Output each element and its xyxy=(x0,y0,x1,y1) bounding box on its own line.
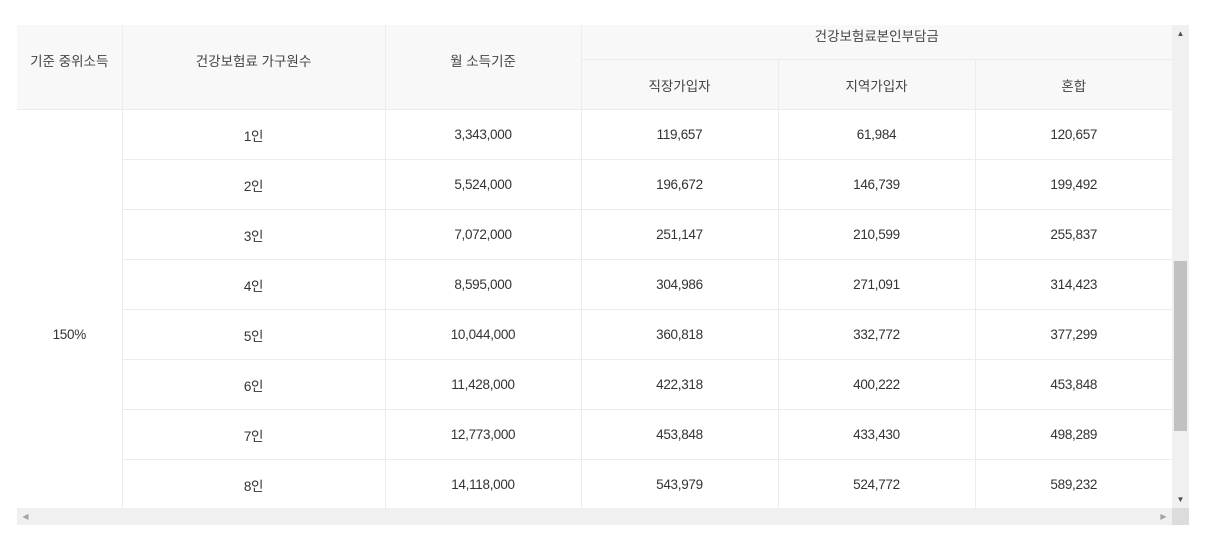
employee-premium-cell: 360,818 xyxy=(580,309,779,360)
income-cell: 3,343,000 xyxy=(384,109,582,160)
household-cell: 2인 xyxy=(122,159,386,210)
scroll-right-icon[interactable]: ▶ xyxy=(1160,512,1167,521)
employee-premium-cell: 422,318 xyxy=(580,359,779,410)
vertical-scroll-thumb[interactable] xyxy=(1174,261,1187,431)
employee-premium-cell: 251,147 xyxy=(580,209,779,260)
scroll-left-icon[interactable]: ◀ xyxy=(22,512,29,521)
income-cell: 12,773,000 xyxy=(384,409,582,460)
employee-premium-cell: 304,986 xyxy=(580,259,779,310)
table-row: 2인 5,524,000 196,672 146,739 199,492 xyxy=(17,159,1172,210)
mixed-premium-cell: 453,848 xyxy=(974,359,1172,410)
regional-premium-cell: 146,739 xyxy=(777,159,976,210)
header-premium-group: 건강보험료본인부담금 xyxy=(580,25,1172,60)
mixed-premium-cell: 199,492 xyxy=(974,159,1172,210)
household-cell: 7인 xyxy=(122,409,386,460)
median-income-group-cell: 150% xyxy=(17,109,123,508)
employee-premium-cell: 119,657 xyxy=(580,109,779,160)
table-row: 6인 11,428,000 422,318 400,222 453,848 xyxy=(17,359,1172,410)
mixed-premium-cell: 255,837 xyxy=(974,209,1172,260)
scrollbar-corner xyxy=(1172,508,1189,525)
income-cell: 14,118,000 xyxy=(384,459,582,508)
table-row: 4인 8,595,000 304,986 271,091 314,423 xyxy=(17,259,1172,310)
regional-premium-cell: 332,772 xyxy=(777,309,976,360)
regional-premium-cell: 210,599 xyxy=(777,209,976,260)
regional-premium-cell: 271,091 xyxy=(777,259,976,310)
regional-premium-cell: 433,430 xyxy=(777,409,976,460)
regional-premium-cell: 400,222 xyxy=(777,359,976,410)
table-body: 150% 1인 3,343,000 119,657 61,984 120,657 2인 5,5… xyxy=(17,109,1172,508)
employee-premium-cell: 196,672 xyxy=(580,159,779,210)
household-cell: 3인 xyxy=(122,209,386,260)
mixed-premium-cell: 314,423 xyxy=(974,259,1172,310)
employee-premium-cell: 453,848 xyxy=(580,409,779,460)
household-cell: 6인 xyxy=(122,359,386,410)
header-monthly-income: 월 소득기준 xyxy=(384,25,582,110)
scroll-up-icon[interactable]: ▲ xyxy=(1176,29,1185,38)
header-median-income: 기준 중위소득 xyxy=(17,25,123,110)
table-row: 7인 12,773,000 453,848 433,430 498,289 xyxy=(17,409,1172,460)
header-regional: 지역가입자 xyxy=(777,59,976,110)
income-cell: 8,595,000 xyxy=(384,259,582,310)
mixed-premium-cell: 498,289 xyxy=(974,409,1172,460)
header-mixed: 혼합 xyxy=(974,59,1172,110)
horizontal-scrollbar[interactable]: ◀ ▶ xyxy=(17,508,1172,525)
income-cell: 11,428,000 xyxy=(384,359,582,410)
income-cell: 10,044,000 xyxy=(384,309,582,360)
scroll-down-icon[interactable]: ▼ xyxy=(1176,495,1185,504)
household-cell: 8인 xyxy=(122,459,386,508)
vertical-scrollbar[interactable]: ▲ ▼ xyxy=(1172,25,1189,508)
household-cell: 1인 xyxy=(121,109,386,160)
household-cell: 4인 xyxy=(122,259,386,310)
header-household-count: 건강보험료 가구원수 xyxy=(121,25,386,110)
table-row: 3인 7,072,000 251,147 210,599 255,837 xyxy=(17,209,1172,260)
header-employee: 직장가입자 xyxy=(581,59,779,110)
table-row: 5인 10,044,000 360,818 332,772 377,299 xyxy=(17,309,1172,360)
employee-premium-cell: 543,979 xyxy=(580,459,779,508)
table-header: 기준 중위소득 건강보험료 가구원수 월 소득기준 건강보험료본인부담금 직장가… xyxy=(17,25,1172,110)
household-cell: 5인 xyxy=(122,309,386,360)
insurance-table: 기준 중위소득 건강보험료 가구원수 월 소득기준 건강보험료본인부담금 직장가… xyxy=(17,25,1172,508)
mixed-premium-cell: 589,232 xyxy=(974,459,1172,508)
regional-premium-cell: 524,772 xyxy=(777,459,976,508)
regional-premium-cell: 61,984 xyxy=(777,109,976,160)
table-row: 150% 1인 3,343,000 119,657 61,984 120,657 xyxy=(17,109,1172,508)
mixed-premium-cell: 377,299 xyxy=(974,309,1172,360)
income-cell: 7,072,000 xyxy=(384,209,582,260)
income-cell: 5,524,000 xyxy=(384,159,582,210)
table-row: 8인 14,118,000 543,979 524,772 589,232 xyxy=(17,459,1172,508)
table-viewport[interactable]: 기준 중위소득 건강보험료 가구원수 월 소득기준 건강보험료본인부담금 직장가… xyxy=(17,25,1172,508)
mixed-premium-cell: 120,657 xyxy=(974,109,1172,160)
